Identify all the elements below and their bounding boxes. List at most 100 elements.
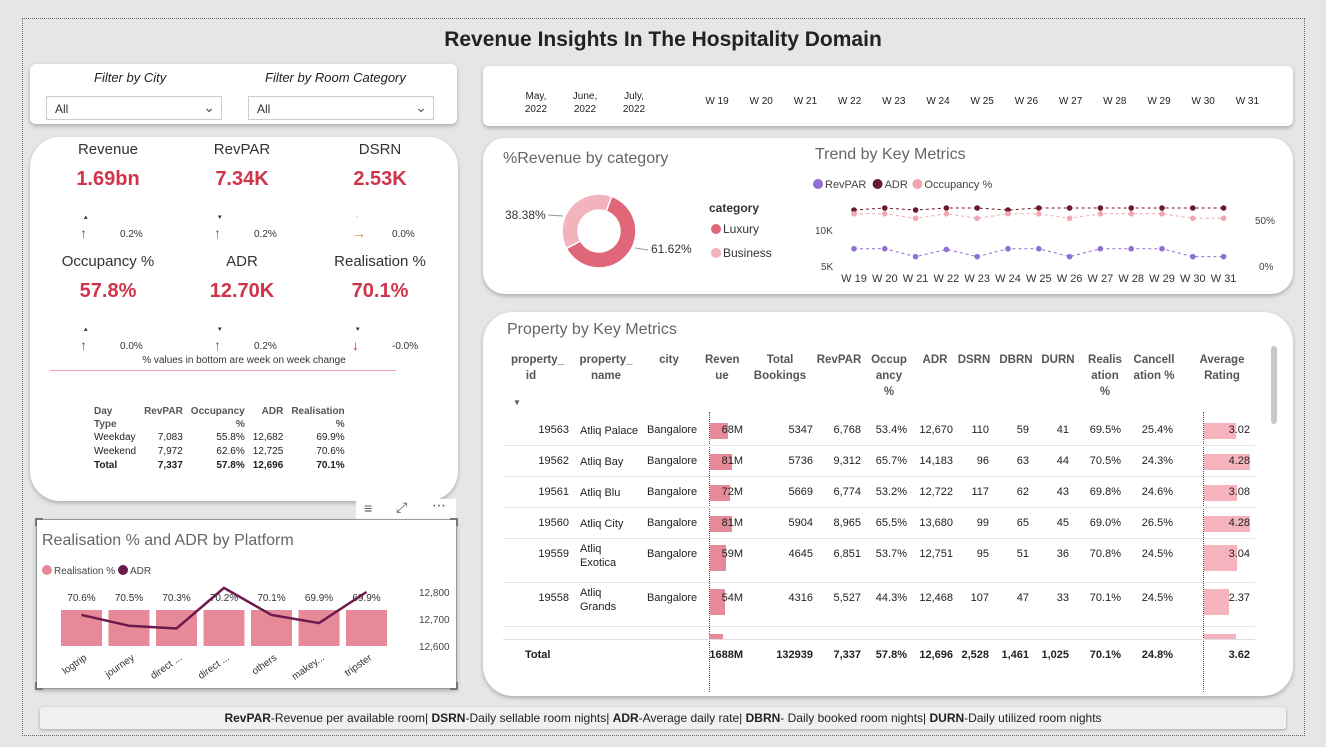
column-header[interactable]: ADR [261,406,284,417]
data-point[interactable] [1220,215,1227,222]
focus-mode-icon[interactable]: ⤢ [396,499,408,515]
legend-item[interactable]: RevPAR [825,179,866,191]
city-dropdown[interactable]: All ⌄ [46,96,222,120]
data-point[interactable] [943,246,950,253]
column-header[interactable]: Total Bookings [751,352,809,384]
bar[interactable] [203,610,245,646]
data-point[interactable] [1036,211,1042,217]
data-point[interactable] [1159,205,1165,211]
bar[interactable] [108,610,150,646]
week-option[interactable]: W 25 [970,96,994,107]
column-header[interactable]: property_ id [511,352,564,384]
platform-chart-card[interactable]: Realisation % and ADR by Platform Realis… [35,518,458,690]
data-point[interactable] [1036,205,1042,211]
week-option[interactable]: W 23 [882,96,906,107]
room-dropdown[interactable]: All ⌄ [248,96,434,120]
data-point[interactable] [943,211,950,217]
more-options-icon[interactable]: ⋯ [432,497,446,513]
week-option[interactable]: W 31 [1235,96,1260,107]
legend-item[interactable]: ADR [885,179,908,191]
table-row[interactable]: 19558 Atliq Grands Bangalore 54M 4316 5,527 44.… [503,583,1255,627]
data-point[interactable] [1220,205,1227,211]
data-point[interactable] [974,205,980,211]
sort-icon[interactable]: ▼ [513,398,521,407]
adr-line[interactable] [81,586,368,630]
week-option[interactable]: W 20 [749,96,773,107]
data-point[interactable] [882,245,888,252]
week-option[interactable]: W 27 [1058,96,1083,107]
table-row[interactable]: 19563 Atliq Palace Bangalore 68M 5347 6,768 53… [503,415,1255,446]
data-point[interactable] [974,253,980,260]
table-row[interactable]: 19561 Atliq Blu Bangalore 72M 5669 6,774 53.2%… [503,477,1255,508]
data-point[interactable] [912,215,919,222]
data-point[interactable] [1128,211,1134,217]
data-point[interactable] [912,207,919,213]
column-header[interactable]: DBRN [997,352,1035,368]
week-option[interactable]: W 24 [926,96,950,107]
week-option[interactable]: W 28 [1103,96,1127,107]
column-header[interactable]: Occupancy% [190,406,245,430]
data-point[interactable] [851,245,857,252]
column-header[interactable]: RevPAR [144,406,183,417]
data-point[interactable] [1190,205,1196,211]
resize-handle[interactable] [35,518,43,526]
column-header[interactable]: Realisation% [291,406,345,430]
table-row[interactable]: 19562 Atliq Bay Bangalore 81M 5736 9,312 65.7%… [503,446,1255,477]
column-header[interactable]: DSRN [957,352,991,368]
data-point[interactable] [1005,245,1011,252]
data-point[interactable] [1097,245,1104,252]
column-header[interactable]: Cancell ation % [1129,352,1179,384]
data-point[interactable] [974,215,980,222]
bar[interactable] [298,610,340,646]
data-point[interactable] [1128,205,1134,211]
column-header[interactable]: ADR [913,352,957,368]
column-header[interactable]: city [649,352,689,368]
column-header[interactable]: DURN [1039,352,1077,368]
legend-item[interactable]: Occupancy % [924,179,992,191]
data-point[interactable] [943,205,950,211]
bar[interactable] [346,610,387,646]
resize-handle[interactable] [35,682,43,690]
data-point[interactable] [1159,245,1165,252]
column-header[interactable]: property_ name [575,352,637,384]
table-scrollbar[interactable] [1271,346,1277,424]
column-header[interactable]: Average Rating [1191,352,1253,384]
donut-slice-business[interactable] [561,193,613,250]
data-point[interactable] [1190,215,1196,222]
legend-item[interactable]: ADR [130,566,151,577]
week-option[interactable]: W 30 [1191,96,1215,107]
week-option[interactable]: W 22 [837,96,862,107]
legend-item[interactable]: Business [723,246,772,260]
legend-item[interactable]: Realisation % [54,566,115,577]
filter-icon[interactable]: ≡ [364,500,373,516]
data-point[interactable] [882,211,888,217]
data-point[interactable] [1159,211,1165,217]
resize-handle[interactable] [450,518,458,526]
data-point[interactable] [1190,253,1196,260]
data-point[interactable] [1066,215,1073,222]
data-point[interactable] [882,205,888,211]
data-point[interactable] [1005,211,1011,217]
month-option[interactable]: July, 2022 [613,90,655,116]
month-option[interactable]: June, 2022 [564,90,606,116]
table-row[interactable]: 19560 Atliq City Bangalore 81M 5904 8,965 65.5… [503,508,1255,539]
week-option[interactable]: W 21 [793,96,818,107]
data-point[interactable] [1097,211,1104,217]
data-point[interactable] [1097,205,1104,211]
legend-item[interactable]: Luxury [723,222,759,236]
week-option[interactable]: W 19 [705,96,729,107]
donut-slice-luxury[interactable] [565,195,637,269]
table-row[interactable]: 19559 Atliq Exotica Bangalore 59M 4645 6,851 53… [503,539,1255,583]
column-header[interactable]: RevPAR [815,352,863,368]
data-point[interactable] [1066,205,1073,211]
week-option[interactable]: W 26 [1014,96,1039,107]
month-option[interactable]: May, 2022 [515,90,557,116]
column-header[interactable]: Reven ue [705,352,740,384]
column-header[interactable]: Day Type [94,406,117,430]
data-point[interactable] [851,211,857,217]
data-point[interactable] [1036,245,1042,252]
data-point[interactable] [912,253,919,260]
week-option[interactable]: W 29 [1147,96,1171,107]
